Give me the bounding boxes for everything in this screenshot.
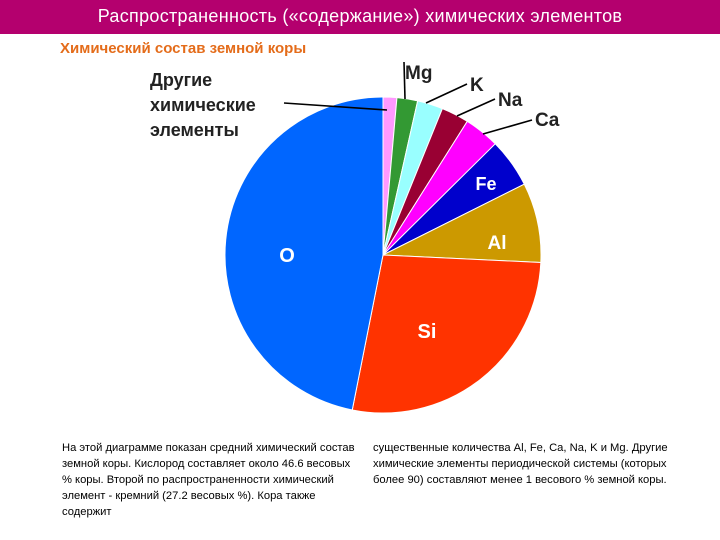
slice-label-fe: Fe	[475, 174, 496, 194]
slice-label-other: Другие химические элементы	[150, 70, 256, 140]
slice-label-si: Si	[418, 321, 437, 343]
slice-label-k: K	[470, 75, 484, 96]
leader-line-other	[283, 102, 388, 111]
slice-label-al: Al	[488, 233, 507, 254]
leader-line-k	[425, 83, 468, 104]
pie-slice-o	[224, 96, 384, 411]
slide-title: Распространенность («содержание») химиче…	[97, 6, 623, 26]
slice-label-na: Na	[498, 90, 523, 111]
slice-label-o: O	[279, 245, 295, 267]
chart-title: Химический состав земной коры	[60, 40, 307, 57]
description-right: существенные количества Al, Fe, Ca, Na, …	[373, 442, 668, 486]
leader-line-ca	[482, 119, 533, 135]
leader-line-mg	[403, 61, 406, 100]
slice-label-mg: Mg	[405, 63, 432, 84]
leader-line-na	[456, 98, 496, 117]
pie-slice-si	[351, 254, 542, 414]
title-bar	[0, 0, 720, 34]
slice-label-ca: Ca	[535, 110, 560, 131]
description-left: На этой диаграмме показан средний химиче…	[62, 442, 355, 518]
